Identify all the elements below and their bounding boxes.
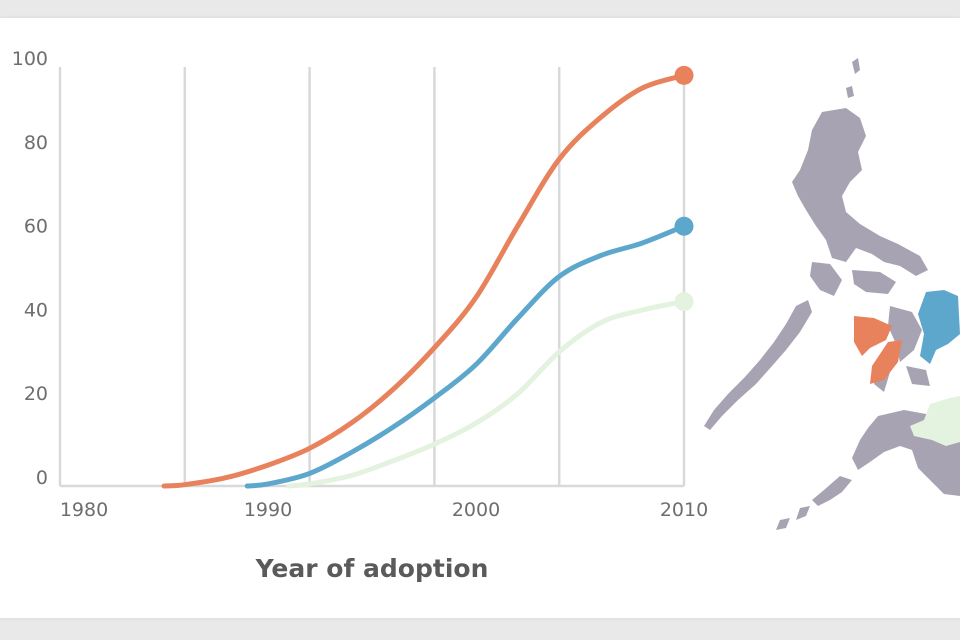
y-tick-label-0: 0 xyxy=(36,467,48,489)
x-axis-title: Year of adoption xyxy=(255,554,489,583)
series-end-marker-light-green xyxy=(674,292,694,312)
y-tick-label-20: 20 xyxy=(24,383,48,405)
y-tick-label-40: 40 xyxy=(24,299,48,321)
y-tick-label-80: 80 xyxy=(24,132,48,154)
x-tick-label-1980: 1980 xyxy=(60,499,108,521)
x-axis-ticks: 1980 1990 2000 2010 xyxy=(60,499,708,521)
x-tick-label-2000: 2000 xyxy=(452,499,500,521)
map-region-palawan xyxy=(704,300,812,430)
map-region-highlight-green xyxy=(910,396,960,446)
grid xyxy=(58,67,686,488)
y-axis-ticks: 0 20 40 60 80 100 xyxy=(12,48,48,489)
map-region-highlight-blue xyxy=(918,290,960,364)
x-tick-label-1990: 1990 xyxy=(244,499,292,521)
series-end-marker-orange xyxy=(674,65,694,85)
series-end-marker-blue xyxy=(674,216,694,236)
series-line-light-green xyxy=(286,299,687,489)
series-lines xyxy=(161,72,687,489)
philippines-map xyxy=(704,58,960,530)
map-region-highlight-orange xyxy=(854,316,902,384)
y-tick-label-60: 60 xyxy=(24,216,48,238)
map-region-luzon xyxy=(792,58,928,296)
x-tick-label-2010: 2010 xyxy=(660,499,708,521)
series-end-markers xyxy=(674,65,694,312)
series-line-blue xyxy=(244,223,687,489)
y-tick-label-100: 100 xyxy=(12,48,48,70)
series-line-orange xyxy=(161,72,687,489)
